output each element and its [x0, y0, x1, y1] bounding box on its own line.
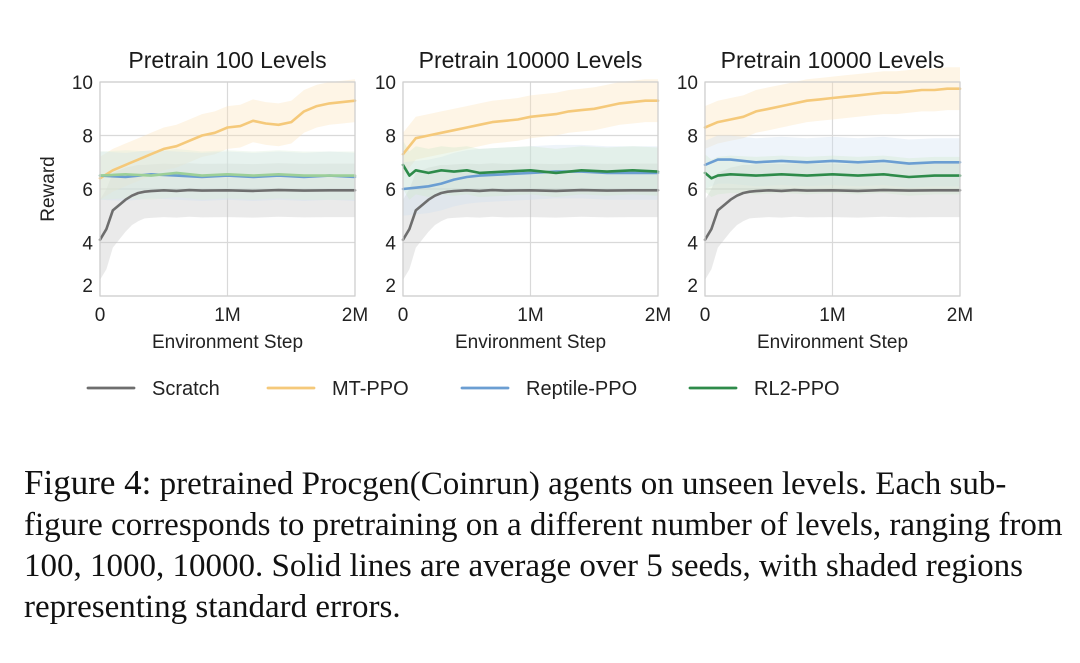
error-band-scratch — [705, 163, 960, 280]
y-tick-label: 4 — [82, 234, 93, 255]
y-tick-label: 2 — [687, 276, 698, 297]
x-tick-label: 0 — [95, 305, 106, 326]
error-band-mt-ppo — [403, 79, 658, 176]
y-tick-label: 10 — [375, 73, 396, 94]
figure-canvas: 2 4 6 8 10 0 1M 2M Pretrain 100 Levels Environmen… — [38, 47, 973, 400]
error-band-mt-ppo — [705, 67, 960, 149]
series-line-rl2-ppo — [703, 171, 962, 180]
y-tick-label: 10 — [72, 73, 93, 94]
caption-text: pretrained Procgen(Coinrun) agents on un… — [24, 466, 1063, 625]
x-tick-label: 0 — [700, 305, 711, 326]
x-tick-label: 1M — [214, 305, 240, 326]
x-tick-label: 1M — [819, 305, 845, 326]
x-axis-label: Environment Step — [757, 332, 908, 353]
y-tick-label: 6 — [687, 180, 698, 201]
legend-label-mt-ppo: MT-PPO — [332, 378, 409, 400]
error-band-scratch — [100, 163, 355, 280]
y-tick-label: 6 — [385, 180, 396, 201]
x-tick-label: 0 — [398, 305, 409, 326]
x-axis-label: Environment Step — [152, 332, 303, 353]
series-line-scratch — [703, 188, 962, 242]
series-line-scratch — [98, 188, 357, 242]
series-line-reptile-ppo — [703, 158, 962, 167]
x-tick-label: 2M — [645, 305, 671, 326]
series-line-rl2-ppo — [98, 171, 357, 177]
x-tick-label: 1M — [517, 305, 543, 326]
y-tick-label: 6 — [82, 180, 93, 201]
legend-label-reptile-ppo: Reptile-PPO — [526, 378, 637, 400]
plot-frame — [99, 81, 356, 297]
subplot-3: 2 4 6 8 10 0 1M 2M Pretrain 10000 Levels Environm… — [677, 47, 973, 353]
y-tick-label: 8 — [82, 127, 93, 148]
y-tick-label: 4 — [687, 234, 698, 255]
y-tick-label: 10 — [677, 73, 698, 94]
subplot-2: 2 4 6 8 10 0 1M 2M Pretrain 10000 Levels Environm… — [375, 47, 671, 353]
y-tick-label: 8 — [687, 127, 698, 148]
y-tick-label: 2 — [385, 276, 396, 297]
series-line-scratch — [401, 188, 660, 242]
subplot-title: Pretrain 10000 Levels — [721, 47, 945, 73]
y-tick-label: 2 — [82, 276, 93, 297]
x-axis-label: Environment Step — [455, 332, 606, 353]
subplot-title: Pretrain 100 Levels — [128, 47, 326, 73]
error-band-mt-ppo — [100, 79, 355, 200]
legend-label-rl2-ppo: RL2-PPO — [754, 378, 840, 400]
x-tick-label: 2M — [947, 305, 973, 326]
legend: Scratch MT-PPO Reptile-PPO RL2-PPO — [86, 378, 840, 400]
y-tick-label: 4 — [385, 234, 396, 255]
plot-frame — [402, 81, 659, 297]
plot-frame — [704, 81, 961, 297]
y-axis-label: Reward — [38, 156, 59, 221]
y-tick-label: 8 — [385, 127, 396, 148]
series-line-mt-ppo — [703, 87, 962, 129]
subplot-title: Pretrain 10000 Levels — [419, 47, 643, 73]
error-band-scratch — [403, 163, 658, 280]
series-line-mt-ppo — [98, 99, 357, 180]
figure-caption: Figure 4: pretrained Procgen(Coinrun) ag… — [24, 462, 1064, 628]
caption-label: Figure 4: — [24, 463, 152, 502]
series-line-mt-ppo — [401, 99, 660, 156]
series-line-rl2-ppo — [401, 163, 660, 177]
error-band-reptile-ppo — [403, 144, 658, 216]
x-tick-label: 2M — [342, 305, 368, 326]
subplot-1: 2 4 6 8 10 0 1M 2M Pretrain 100 Levels Environmen… — [38, 47, 368, 353]
legend-label-scratch: Scratch — [152, 378, 220, 400]
